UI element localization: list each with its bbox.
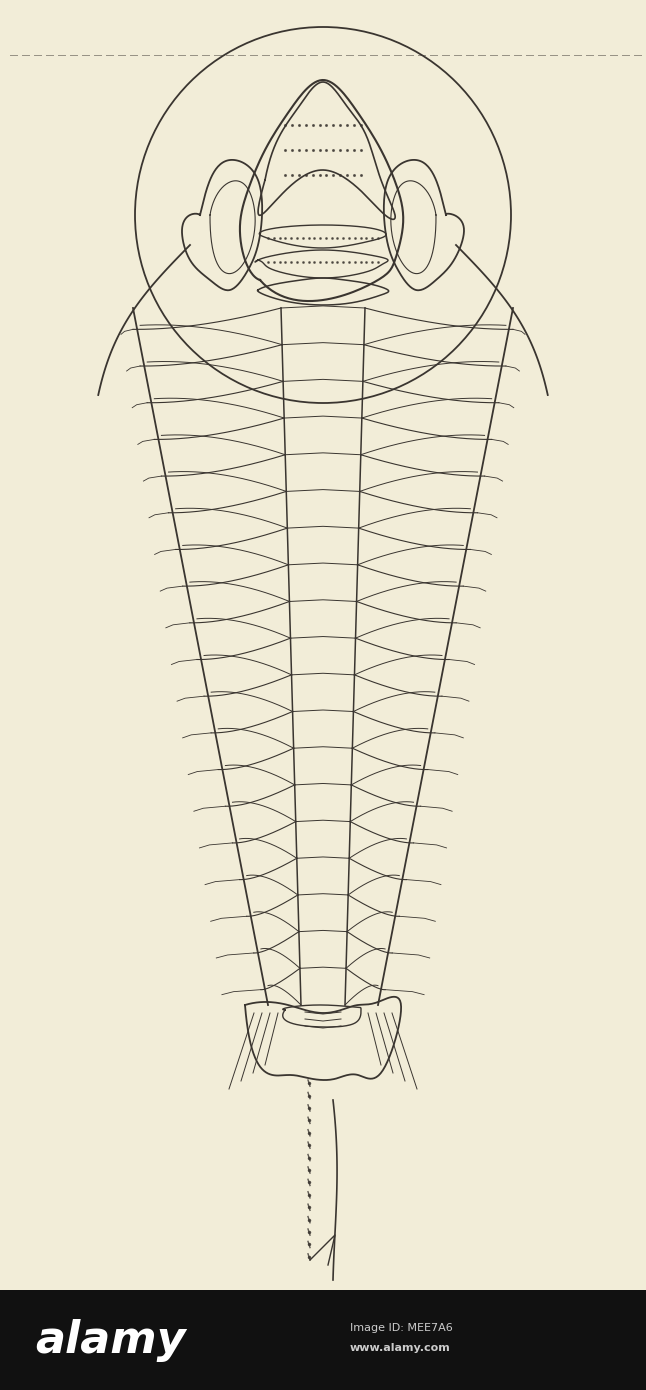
Text: www.alamy.com: www.alamy.com: [350, 1343, 451, 1352]
Text: Image ID: MEE7A6: Image ID: MEE7A6: [350, 1323, 453, 1333]
Bar: [0, 1290, 646, 1390]
Text: alamy: alamy: [35, 1319, 185, 1361]
